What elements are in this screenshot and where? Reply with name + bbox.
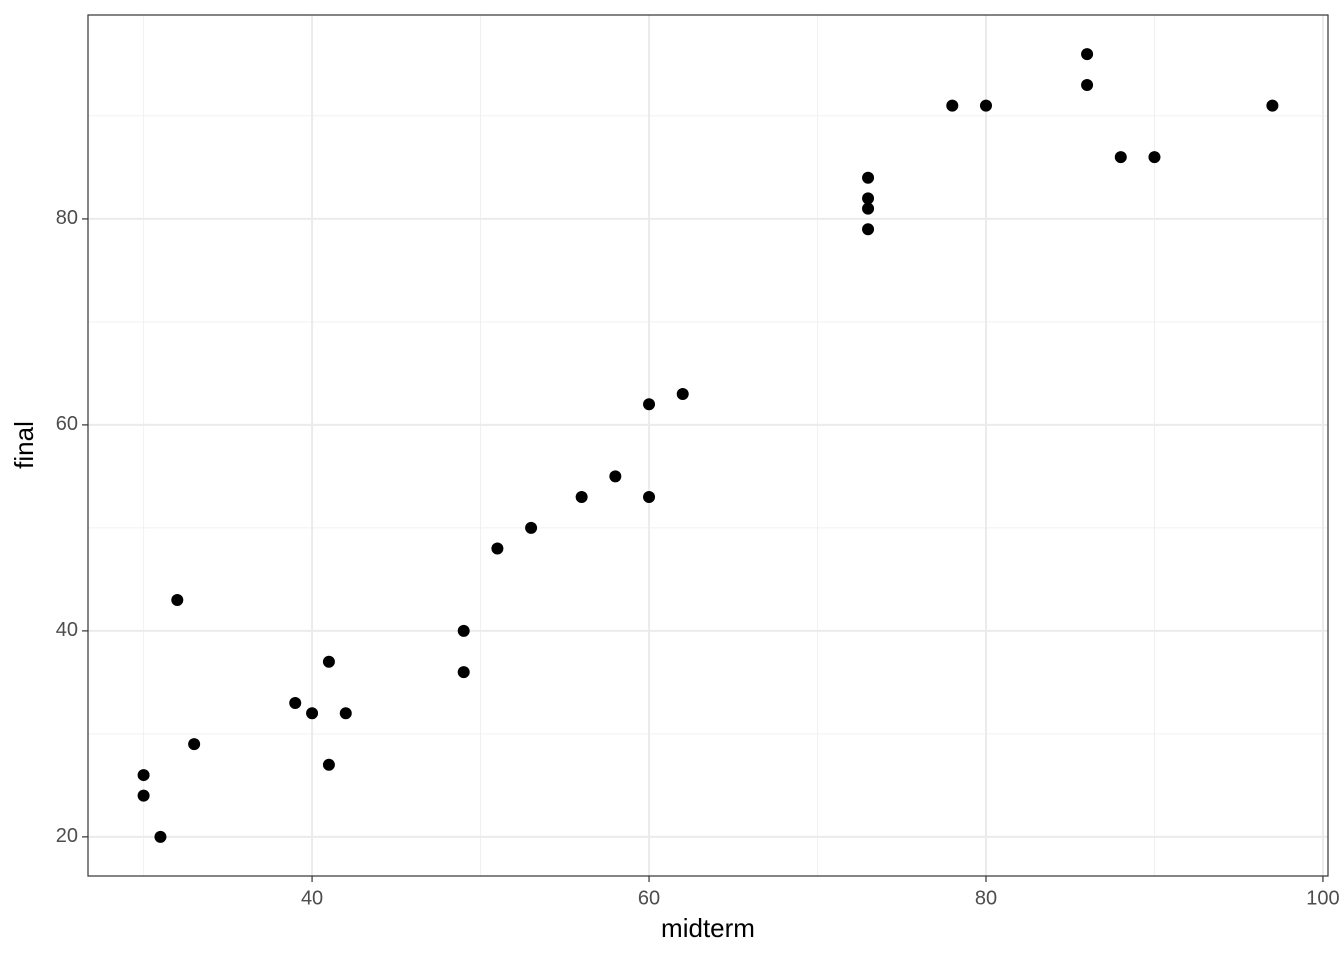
point <box>1266 99 1279 112</box>
point <box>457 666 470 679</box>
point <box>643 398 656 411</box>
panel-border <box>87 14 1329 877</box>
point <box>289 696 302 709</box>
point <box>862 171 875 184</box>
point <box>491 542 504 555</box>
point <box>171 593 184 606</box>
point <box>643 490 656 503</box>
point <box>322 655 335 668</box>
x-tick-label: 60 <box>638 887 660 909</box>
x-tick-label: 40 <box>301 887 323 909</box>
point <box>322 758 335 771</box>
y-tick-label: 80 <box>56 207 78 229</box>
x-tick-label: 100 <box>1306 887 1339 909</box>
point <box>609 470 622 483</box>
point <box>525 521 538 534</box>
point <box>188 738 201 751</box>
point <box>457 624 470 637</box>
point <box>1114 151 1127 164</box>
points <box>137 48 1279 843</box>
point <box>979 99 992 112</box>
point <box>946 99 959 112</box>
point <box>676 388 689 401</box>
point <box>137 789 150 802</box>
grid <box>88 15 1328 876</box>
point <box>862 202 875 215</box>
y-axis-title: final <box>9 421 39 469</box>
y-tick-label: 60 <box>56 413 78 435</box>
x-axis-title: midterm <box>661 913 755 943</box>
point <box>862 192 875 205</box>
y-tick-label: 20 <box>56 825 78 847</box>
point <box>339 707 352 720</box>
point <box>154 830 167 843</box>
point <box>306 707 319 720</box>
point <box>575 490 588 503</box>
point <box>1081 79 1094 92</box>
y-tick-label: 40 <box>56 619 78 641</box>
point <box>1148 151 1161 164</box>
point <box>862 223 875 236</box>
x-tick-label: 80 <box>975 887 997 909</box>
point <box>1081 48 1094 61</box>
point <box>137 769 150 782</box>
